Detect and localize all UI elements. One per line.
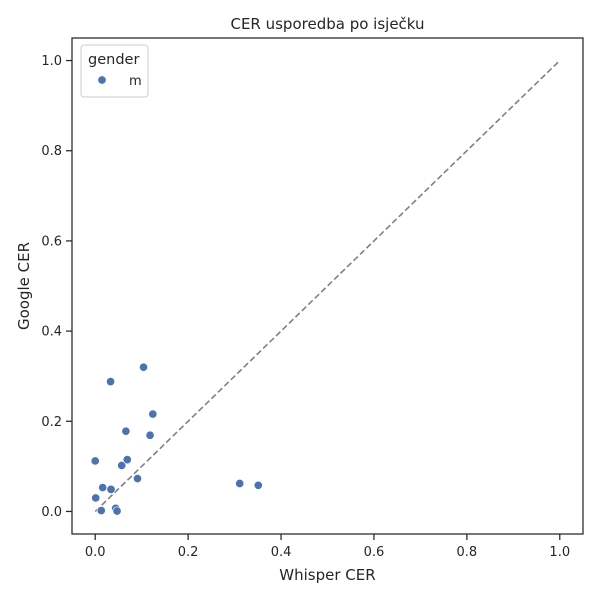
- legend-label: m: [129, 74, 142, 89]
- x-tick-label: 0.2: [178, 545, 199, 560]
- y-tick-label: 0.6: [41, 234, 62, 249]
- y-tick-label: 0.0: [41, 505, 62, 520]
- identity-reference-line: [94, 59, 561, 513]
- x-tick-label: 1.0: [549, 545, 570, 560]
- data-point: [106, 484, 116, 494]
- y-axis-label: Google CER: [15, 242, 33, 330]
- data-point: [122, 455, 132, 465]
- y-tick-label: 1.0: [41, 54, 62, 69]
- x-tick-label: 0.4: [271, 545, 292, 560]
- y-axis: 0.0 0.2 0.4 0.6 0.8 1.0: [41, 54, 72, 520]
- x-tick-label: 0.0: [85, 545, 106, 560]
- legend-title: gender: [88, 52, 139, 68]
- plot-area: [90, 59, 561, 516]
- y-tick-label: 0.4: [41, 325, 62, 340]
- data-point: [148, 409, 158, 419]
- data-point: [96, 506, 106, 516]
- y-tick-label: 0.2: [41, 415, 62, 430]
- legend: gender m: [80, 44, 149, 98]
- chart-title: CER usporedba po isječku: [230, 15, 424, 33]
- data-point: [98, 483, 108, 493]
- data-point: [91, 493, 101, 503]
- data-point: [121, 426, 131, 436]
- x-tick-label: 0.8: [457, 545, 478, 560]
- data-point: [132, 473, 143, 484]
- x-tick-label: 0.6: [364, 545, 385, 560]
- legend-marker: [97, 75, 107, 85]
- data-point: [112, 506, 122, 516]
- data-point: [145, 430, 155, 440]
- legend-box: [80, 44, 149, 98]
- data-point: [90, 456, 100, 466]
- data-point: [138, 362, 149, 372]
- data-point: [106, 377, 116, 387]
- data-point: [253, 480, 263, 490]
- x-axis-label: Whisper CER: [279, 566, 375, 584]
- data-point: [235, 478, 245, 489]
- y-tick-label: 0.8: [41, 144, 62, 159]
- axes-frame: [71, 37, 584, 535]
- x-axis: 0.0 0.2 0.4 0.6 0.8 1.0: [85, 534, 570, 560]
- data-point: [117, 460, 127, 471]
